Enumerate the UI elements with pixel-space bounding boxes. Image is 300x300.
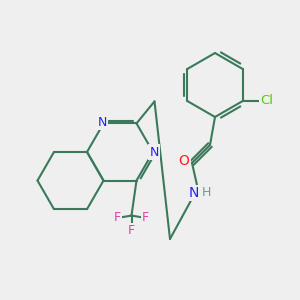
Text: Cl: Cl: [260, 94, 273, 107]
Text: F: F: [128, 224, 135, 237]
Text: F: F: [114, 211, 121, 224]
Text: N: N: [149, 146, 159, 158]
Text: F: F: [142, 211, 149, 224]
Text: O: O: [178, 154, 189, 168]
Text: N: N: [189, 186, 199, 200]
Text: H: H: [201, 187, 211, 200]
Text: N: N: [98, 116, 107, 129]
